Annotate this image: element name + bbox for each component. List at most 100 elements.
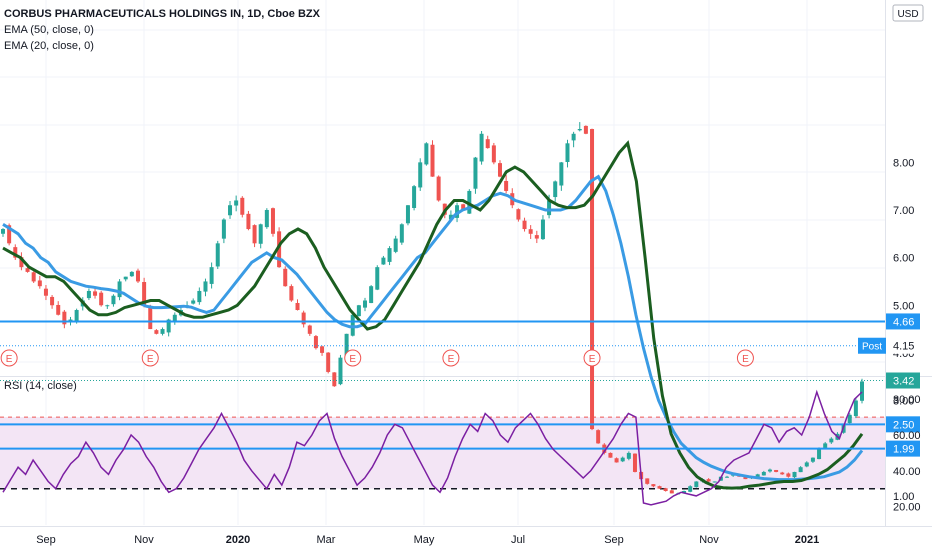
candle-body xyxy=(473,157,478,189)
candle-body xyxy=(215,243,220,267)
candle-body xyxy=(31,272,36,282)
price-label-text: 4.15 xyxy=(893,341,914,353)
ema20-label[interactable]: EMA (20, close, 0) xyxy=(4,40,94,52)
time-tick-label: Mar xyxy=(317,534,336,546)
time-tick-label: Nov xyxy=(134,534,154,546)
candle-body xyxy=(430,144,435,177)
candle-body xyxy=(682,491,687,494)
candle-body xyxy=(264,209,269,228)
candle-body xyxy=(135,270,140,282)
earnings-marker-label: E xyxy=(742,354,749,365)
candle-body xyxy=(559,162,564,186)
rsi-tick-label: 80.00 xyxy=(893,394,921,406)
candle-body xyxy=(810,457,815,462)
candle-body xyxy=(344,333,349,358)
candle-body xyxy=(191,300,196,304)
candle-body xyxy=(154,330,159,334)
candle-body xyxy=(1,229,5,234)
price-tick-label: 8.00 xyxy=(893,157,914,169)
candle-body xyxy=(50,296,55,306)
candle-body xyxy=(399,224,404,243)
price-label-box xyxy=(886,440,920,457)
candle-body xyxy=(326,352,331,372)
candle-body xyxy=(645,478,650,484)
candle-body xyxy=(148,307,153,330)
candle-body xyxy=(301,312,306,325)
ema50-label[interactable]: EMA (50, close, 0) xyxy=(4,24,94,36)
candle-body xyxy=(774,469,779,472)
candle-body xyxy=(497,163,502,177)
price-tick-label: 1.00 xyxy=(893,491,914,503)
candle-body xyxy=(381,257,386,265)
candle-body xyxy=(37,280,42,287)
candle-body xyxy=(203,281,208,292)
earnings-marker-label: E xyxy=(147,354,154,365)
candle-body xyxy=(817,448,822,460)
candle-body xyxy=(295,302,300,311)
candle-body xyxy=(19,257,24,268)
candle-body xyxy=(491,145,496,163)
candle-body xyxy=(632,453,637,472)
candle-body xyxy=(663,488,668,492)
candle-body xyxy=(792,471,797,478)
candle-body xyxy=(320,346,325,353)
candle-body xyxy=(197,290,202,303)
candle-body xyxy=(363,300,368,308)
candle-body xyxy=(823,443,828,448)
time-tick-label: Sep xyxy=(36,534,56,546)
ema20-line xyxy=(2,140,864,490)
earnings-marker-label: E xyxy=(589,354,596,365)
candle-body xyxy=(780,472,785,475)
candle-body xyxy=(123,276,128,280)
time-tick-label: Nov xyxy=(699,534,719,546)
price-label-box xyxy=(886,337,920,354)
candle-body xyxy=(277,231,282,268)
candle-body xyxy=(43,288,48,296)
candle-body xyxy=(62,311,67,325)
candle-body xyxy=(313,336,318,349)
candle-body xyxy=(534,235,539,239)
rsi-legend[interactable]: RSI (14, close) xyxy=(4,380,77,392)
time-tick-label: May xyxy=(414,534,435,546)
candle-body xyxy=(853,400,858,417)
candle-body xyxy=(338,357,343,385)
earnings-marker xyxy=(344,349,362,367)
candle-body xyxy=(688,486,693,492)
candle-body xyxy=(712,481,717,483)
candle-body xyxy=(467,190,472,214)
candle-body xyxy=(111,295,116,305)
earnings-marker-label: E xyxy=(349,354,356,365)
candle-body xyxy=(356,305,361,317)
price-tick-label: 5.00 xyxy=(893,300,914,312)
candle-body xyxy=(485,139,490,149)
candle-body xyxy=(7,225,12,244)
candle-body xyxy=(221,219,226,239)
candle-body xyxy=(387,248,392,262)
candle-body xyxy=(553,181,558,198)
candle-body xyxy=(614,458,619,463)
candle-body xyxy=(93,291,98,296)
chart-legend: CORBUS PHARMACEUTICALS HOLDINGS IN, 1D, … xyxy=(4,6,320,54)
candle-body xyxy=(461,204,466,210)
candle-body xyxy=(620,457,625,462)
candle-body xyxy=(129,271,134,277)
rsi-tick-label: 60.00 xyxy=(893,430,921,442)
candle-body xyxy=(234,200,239,206)
candle-body xyxy=(393,238,398,252)
candle-body xyxy=(577,129,582,131)
time-tick-label: 2020 xyxy=(226,534,250,546)
candle-body xyxy=(375,267,380,290)
candle-body xyxy=(706,479,711,482)
candle-body xyxy=(694,481,699,488)
candle-body xyxy=(522,220,527,230)
candle-body xyxy=(479,133,484,162)
candle-body xyxy=(804,462,809,467)
candle-body xyxy=(418,162,423,188)
symbol-title[interactable]: CORBUS PHARMACEUTICALS HOLDINGS IN, 1D, … xyxy=(4,8,320,20)
candle-body xyxy=(74,310,79,322)
rsi-band xyxy=(0,417,885,489)
currency-label: USD xyxy=(897,9,918,20)
price-tick-label: 7.00 xyxy=(893,205,914,217)
